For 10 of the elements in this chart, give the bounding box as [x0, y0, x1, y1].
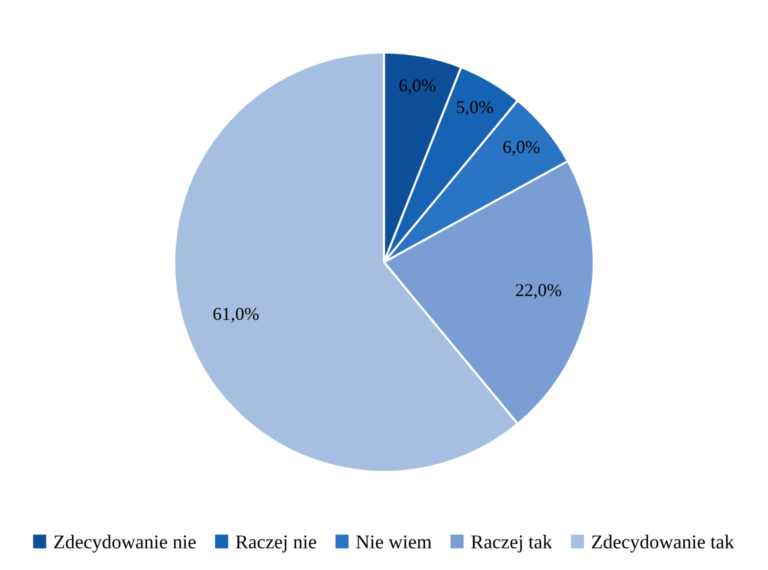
legend-label: Nie wiem	[356, 535, 432, 548]
data-label: 22,0%	[516, 284, 562, 299]
legend-label: Zdecydowanie tak	[592, 534, 734, 552]
legend-label: Raczej nie	[236, 535, 316, 552]
legend-label: Zdecydowanie nie	[54, 534, 196, 552]
data-label: 6,0%	[503, 140, 540, 156]
data-label: 6,0%	[399, 79, 436, 94]
legend-label: Raczej tak	[471, 534, 552, 552]
data-label: 5,0%	[457, 101, 493, 116]
data-label: 61,0%	[213, 308, 259, 323]
